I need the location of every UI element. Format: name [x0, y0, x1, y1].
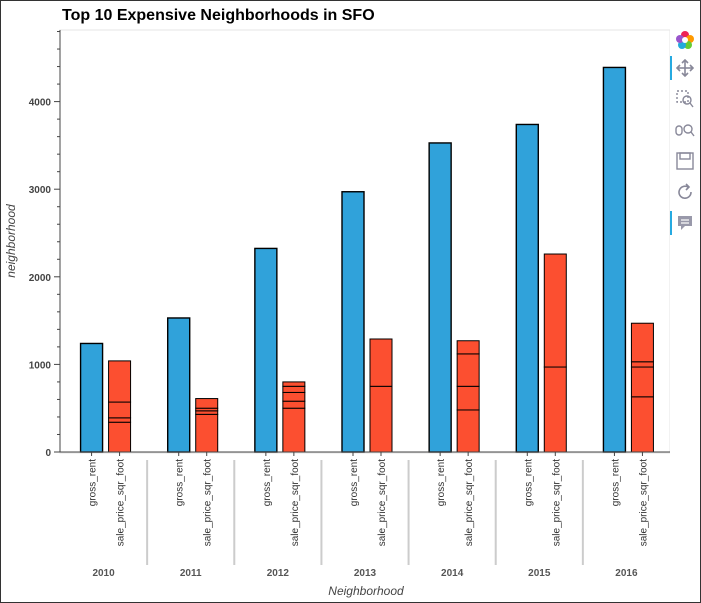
x-subcategory-label: sale_price_sqr_foot	[116, 459, 127, 546]
reset-icon[interactable]	[673, 180, 697, 204]
bar-gross-rent-2012[interactable]	[254, 247, 278, 453]
x-axis-label: Neighborhood	[328, 584, 404, 598]
bar-sale-price-2016-segment-3[interactable]	[630, 322, 654, 363]
bar-sale-price-2016-segment-0[interactable]	[630, 396, 654, 453]
bars-layer	[79, 66, 654, 453]
x-subcategory-label: gross_rent	[436, 459, 447, 506]
x-subcategory-label: sale_price_sqr_foot	[638, 459, 649, 546]
bar-gross-rent-2014[interactable]	[428, 142, 452, 453]
bar-sale-price-2014-segment-0[interactable]	[456, 409, 480, 453]
x-subcategory-label: gross_rent	[175, 459, 186, 506]
x-group-label: 2016	[615, 568, 638, 579]
x-subcategory-label: sale_price_sqr_foot	[551, 459, 562, 546]
y-tick-label: 2000	[29, 273, 52, 284]
hover-icon[interactable]	[670, 211, 697, 235]
bar-sale-price-2014-segment-2[interactable]	[456, 353, 480, 387]
save-icon[interactable]	[673, 149, 697, 173]
box-zoom-icon[interactable]	[673, 87, 697, 111]
y-axis-label: neighborhood	[4, 204, 18, 278]
x-subcategory-label: sale_price_sqr_foot	[464, 459, 475, 546]
x-subcategory-label: gross_rent	[523, 459, 534, 506]
bar-sale-price-2010-segment-2[interactable]	[108, 401, 132, 419]
bar-gross-rent-2015[interactable]	[515, 123, 539, 453]
bar-sale-price-2016-segment-2[interactable]	[630, 361, 654, 368]
x-group-label: 2010	[92, 568, 115, 579]
x-subcategory-label: gross_rent	[349, 459, 360, 506]
y-tick-label: 1000	[29, 360, 52, 371]
bar-sale-price-2014-segment-1[interactable]	[456, 385, 480, 411]
x-axis: gross_rent sale_price_sqr_foot 2010 gross_r…	[60, 451, 670, 579]
y-axis: 0 1000 2000 3000 4000	[29, 30, 61, 459]
bar-gross-rent-2011[interactable]	[167, 317, 191, 453]
x-subcategory-label: gross_rent	[262, 459, 273, 506]
x-subcategory-label: gross_rent	[610, 459, 621, 506]
x-subcategory-label: gross_rent	[88, 459, 99, 506]
y-tick-label: 0	[45, 448, 51, 459]
x-group-label: 2015	[528, 568, 551, 579]
x-group-label: 2012	[267, 568, 290, 579]
chart-toolbar	[670, 26, 700, 296]
x-group-label: 2013	[354, 568, 377, 579]
bar-sale-price-2011-segment-0[interactable]	[195, 413, 219, 453]
bokeh-logo-icon[interactable]	[673, 28, 697, 52]
chart-title: Top 10 Expensive Neighborhoods in SFO	[62, 7, 375, 24]
x-group-label: 2011	[180, 568, 202, 579]
bar-sale-price-2012-segment-0[interactable]	[282, 407, 306, 453]
bar-sale-price-2012-segment-2[interactable]	[282, 391, 306, 402]
x-subcategory-label: sale_price_sqr_foot	[290, 459, 301, 546]
x-subcategory-label: sale_price_sqr_foot	[377, 459, 388, 546]
bar-sale-price-2012-segment-4[interactable]	[282, 381, 306, 387]
bar-sale-price-2016-segment-1[interactable]	[630, 366, 654, 398]
wheel-zoom-icon[interactable]	[673, 118, 697, 142]
x-subcategory-label: sale_price_sqr_foot	[203, 459, 214, 546]
bar-gross-rent-2016[interactable]	[602, 66, 627, 453]
plot-area	[59, 29, 670, 454]
bar-sale-price-2015-segment-0[interactable]	[543, 366, 567, 453]
bar-sale-price-2011-segment-1[interactable]	[195, 410, 219, 415]
bar-sale-price-2011-segment-3[interactable]	[195, 398, 219, 409]
chart-canvas: 0 1000 2000 3000 4000 gross_rent sale_price_s…	[4, 29, 670, 598]
bar-gross-rent-2013[interactable]	[341, 191, 365, 453]
bar-sale-price-2015-segment-1[interactable]	[543, 253, 567, 368]
bar-sale-price-2010-segment-0[interactable]	[108, 421, 132, 453]
y-tick-label: 4000	[29, 98, 52, 109]
x-group-label: 2014	[441, 568, 464, 579]
y-tick-label: 3000	[29, 185, 52, 196]
bar-sale-price-2010-segment-3[interactable]	[108, 360, 132, 403]
bar-sale-price-2013-segment-1[interactable]	[369, 338, 393, 387]
pan-icon[interactable]	[670, 56, 697, 80]
bar-sale-price-2012-segment-3[interactable]	[282, 385, 306, 393]
bar-sale-price-2013-segment-0[interactable]	[369, 385, 393, 453]
bar-sale-price-2010-segment-1[interactable]	[108, 417, 132, 423]
bar-sale-price-2014-segment-3[interactable]	[456, 340, 480, 355]
bar-gross-rent-2010[interactable]	[79, 342, 104, 453]
bar-sale-price-2012-segment-1[interactable]	[282, 400, 306, 409]
